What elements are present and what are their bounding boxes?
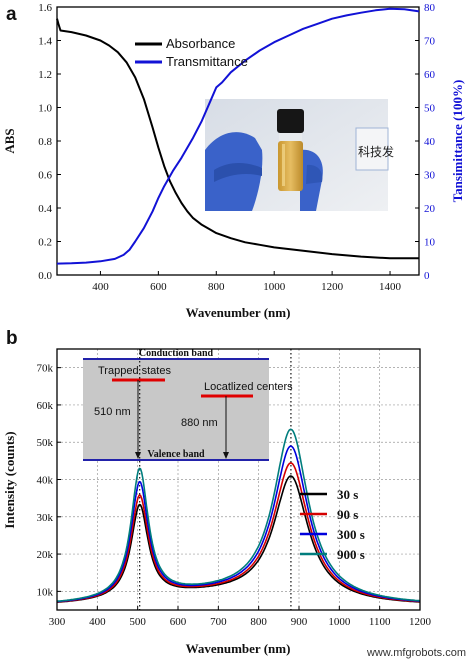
panel-a-left-y-axis: 0.0 0.2 0.4 0.6 0.8 1.0 1.2 1.4 1.6 [38, 2, 61, 282]
b-x-tick-label: 600 [170, 616, 187, 628]
panel-a-series-lines [56, 7, 420, 265]
b-x-tick-label: 1100 [369, 616, 391, 628]
band-diagram-background [83, 359, 269, 460]
legend-label-transmittance: Transmittance [166, 54, 248, 69]
a-y2-tick-label: 10 [424, 237, 436, 249]
b-x-tick-label: 500 [129, 616, 146, 628]
panel-a-right-y-axis: 0 10 20 30 40 50 60 70 80 [415, 2, 436, 282]
b-series-line-900s [56, 428, 421, 602]
b-y-tick-label: 50k [37, 437, 54, 449]
b-x-tick-label: 400 [89, 616, 106, 628]
a-series-line-absorbance [56, 18, 419, 260]
a-x-tick-label: 400 [92, 281, 109, 293]
panel-a-right-y-axis-title: Tansimittance (100%) [450, 80, 465, 203]
a-y2-tick-label: 70 [424, 36, 436, 48]
panel-b-y-axis-title: Intensity (counts) [2, 431, 17, 528]
b-y-tick-label: 30k [37, 512, 54, 524]
b-series-line-300s [56, 445, 421, 603]
b-y-tick-label: 40k [37, 475, 54, 487]
b-y-tick-label: 20k [37, 549, 54, 561]
a-y2-tick-label: 50 [424, 103, 436, 115]
a-y-tick-label: 0.8 [38, 136, 52, 148]
panel-b-reference-lines [139, 349, 292, 610]
b-y-tick-label: 70k [37, 363, 54, 375]
watermark-text: www.mfgrobots.com [366, 647, 466, 659]
b-series-line-30s [56, 475, 421, 603]
valence-band-label: Valence band [147, 449, 205, 460]
a-series-line-transmittance [56, 7, 420, 265]
a-y2-tick-label: 0 [424, 270, 430, 282]
panel-a-left-y-axis-title: ABS [2, 128, 17, 153]
b-x-tick-label: 1200 [409, 616, 432, 628]
panel-a: a 400 600 800 1000 1200 1400 0.00.20.40.60.81… [2, 2, 465, 320]
b-x-tick-label: 1000 [328, 616, 351, 628]
b-series-line-90s [56, 462, 420, 603]
a-y2-tick-label: 30 [424, 170, 436, 182]
panel-a-letter: a [6, 4, 17, 25]
a-y-tick-label: 1.0 [38, 103, 52, 115]
a-x-tick-label: 600 [150, 281, 167, 293]
a-y2-tick-label: 40 [424, 136, 436, 148]
arrow-510-label: 510 nm [94, 406, 131, 418]
b-x-tick-label: 800 [250, 616, 267, 628]
band-diagram-inset: Conduction band Valence band Trapped sta… [83, 348, 293, 461]
arrow-880-label: 880 nm [181, 417, 218, 429]
legend-label: 90 s [337, 507, 358, 522]
b-y-tick-label: 60k [37, 400, 54, 412]
b-x-tick-label: 900 [291, 616, 308, 628]
vial-photo-inset: 科技发 [205, 99, 394, 211]
b-y-tick-label: 10k [37, 586, 54, 598]
a-y-tick-label: 0.0 [38, 270, 52, 282]
a-x-tick-label: 800 [208, 281, 225, 293]
a-x-tick-label: 1400 [379, 281, 402, 293]
panel-a-x-axis-title: Wavenumber (nm) [186, 305, 291, 320]
a-y-tick-label: 0.2 [38, 237, 52, 249]
panel-b-series-lines [56, 428, 421, 603]
a-x-tick-label: 1000 [263, 281, 286, 293]
photo-label-text: 科技发 [358, 144, 394, 159]
legend-label: 30 s [337, 487, 358, 502]
legend-label: 300 s [337, 527, 365, 542]
panel-a-x-axis: 400 600 800 1000 1200 1400 [92, 271, 402, 293]
a-y-tick-label: 1.4 [38, 36, 52, 48]
a-y2-tick-label: 80 [424, 2, 436, 14]
panel-b-legend: 30 s 90 s 300 s 900 s [300, 487, 365, 562]
panel-b: b Conduction band Valence band Trapped s… [2, 328, 432, 656]
panel-b-x-axis-title: Wavenumber (nm) [186, 641, 291, 656]
a-y2-tick-label: 60 [424, 69, 436, 81]
arrow-880-head [223, 452, 229, 459]
a-y2-tick-label: 20 [424, 203, 436, 215]
legend-label-absorbance: Absorbance [166, 36, 235, 51]
a-y-tick-label: 1.6 [38, 2, 52, 14]
panel-b-x-axis: 300 400 500 600 700 800 900 1000 1100 1200 [49, 606, 432, 628]
legend-label: 900 s [337, 547, 365, 562]
a-x-tick-label: 1200 [321, 281, 344, 293]
localized-centers-label: Locatlized centers [204, 381, 293, 393]
panel-b-letter: b [6, 328, 18, 349]
trapped-states-label: Trapped states [98, 365, 171, 377]
panel-b-y-axis: 10k 20k 30k 40k 50k 60k 70k [37, 363, 61, 598]
a-y-tick-label: 0.6 [38, 170, 52, 182]
b-x-tick-label: 300 [49, 616, 66, 628]
conduction-band-label: Conduction band [139, 348, 214, 359]
b-x-tick-label: 700 [210, 616, 227, 628]
a-y-tick-label: 0.4 [38, 203, 52, 215]
panel-a-legend: Absorbance Transmittance [135, 36, 248, 69]
a-y-tick-label: 1.2 [38, 69, 52, 81]
